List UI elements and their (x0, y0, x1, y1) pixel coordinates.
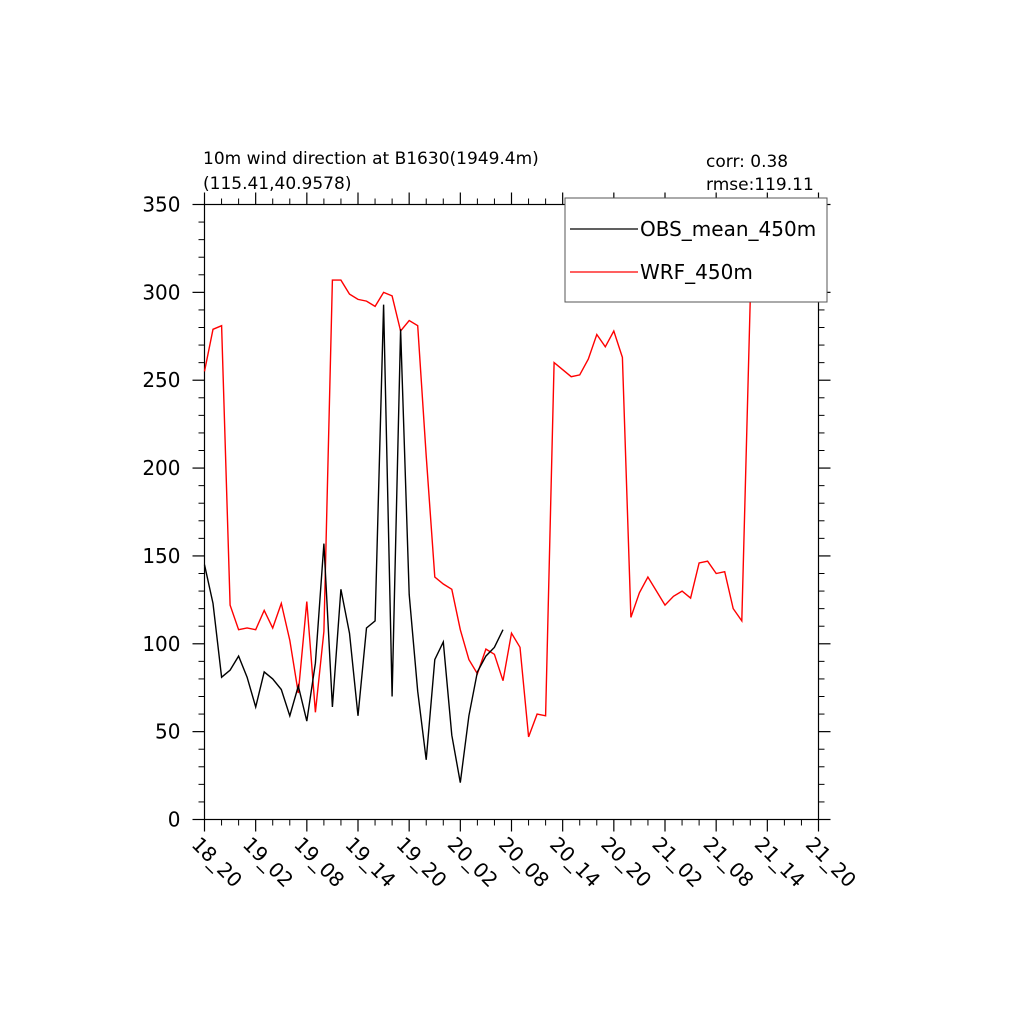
x-tick-label: 21_02 (647, 832, 707, 892)
y-tick-label: 350 (142, 193, 180, 217)
x-tick-label: 19_14 (340, 832, 400, 892)
legend: OBS_mean_450m WRF_450m (564, 197, 828, 303)
chart-title-line-1: 10m wind direction at B1630(1949.4m) (203, 149, 539, 169)
x-tick-label: 20_20 (596, 832, 656, 892)
y-tick-label: 250 (142, 368, 180, 392)
x-tick-label: 18_20 (187, 832, 247, 892)
y-tick-label: 150 (142, 544, 180, 568)
x-tick-label: 21_14 (750, 832, 810, 892)
chart-stats-rmse: rmse:119.11 (706, 175, 814, 195)
legend-box (564, 197, 828, 303)
y-tick-label: 100 (142, 632, 180, 656)
data-series (203, 207, 820, 783)
y-tick-label: 50 (155, 720, 180, 744)
series-line-obs-mean-450m (203, 304, 504, 783)
x-tick-label: 20_02 (443, 832, 503, 892)
legend-label-wrf: WRF_450m (640, 260, 753, 284)
y-tick-label: 300 (142, 280, 180, 304)
x-tick-label: 19_08 (289, 832, 349, 892)
y-tick-label: 200 (142, 456, 180, 480)
x-tick-label: 20_14 (545, 832, 605, 892)
legend-label-obs: OBS_mean_450m (640, 217, 816, 241)
series-line-wrf-450m (203, 207, 820, 738)
x-tick-label: 21_20 (801, 832, 861, 892)
chart-stats-corr: corr: 0.38 (706, 152, 788, 172)
y-tick-label: 0 (168, 808, 181, 832)
x-tick-label: 19_20 (392, 832, 452, 892)
x-tick-label: 21_08 (699, 832, 759, 892)
x-tick-label: 19_02 (238, 832, 298, 892)
chart-title-line-2: (115.41,40.9578) (203, 174, 351, 194)
x-tick-label: 20_08 (494, 832, 554, 892)
